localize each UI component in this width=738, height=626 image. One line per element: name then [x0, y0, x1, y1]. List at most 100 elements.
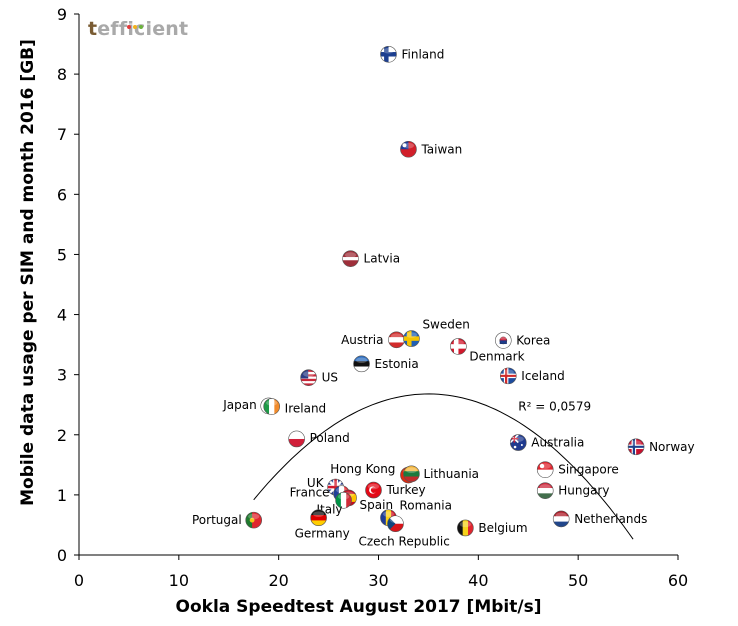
tefficient-logo: tefficient [88, 18, 188, 40]
logo-letter: t [88, 18, 98, 40]
flag-stripe [342, 250, 359, 255]
point-label: Japan [222, 398, 256, 412]
point-label: Sweden [422, 318, 469, 332]
data-point: Finland [380, 45, 444, 63]
flag-gloss [390, 333, 403, 340]
flag-finland [380, 46, 397, 63]
flag-gloss [266, 400, 278, 406]
data-point: Singapore [536, 461, 619, 478]
flag-border [342, 250, 359, 267]
flag-austria [388, 331, 405, 348]
data-point: Taiwan [400, 140, 462, 158]
data-point: Iceland [499, 367, 565, 385]
flag-stripe [505, 367, 508, 384]
flag-border [509, 434, 527, 451]
flag-border [403, 465, 420, 483]
data-point: Sweden [403, 318, 470, 347]
flag-italy [335, 492, 352, 509]
logo-dots [127, 14, 149, 29]
data-point: Turkey [365, 481, 426, 499]
flag-stripe [300, 378, 317, 382]
flag-belgium [457, 519, 474, 536]
point-label: Latvia [364, 252, 401, 266]
flag-gloss [555, 512, 567, 519]
data-point: Portugal [192, 511, 263, 529]
flag-gloss [405, 332, 418, 338]
flag-stripe [288, 430, 305, 440]
point-label: Czech Republic [358, 535, 449, 549]
point-label: Portugal [192, 513, 242, 527]
flag-gloss [382, 511, 395, 517]
flag-gloss [389, 517, 402, 523]
data-point: Denmark [450, 338, 525, 363]
flag-taiwan [400, 141, 417, 158]
flag-stripe [269, 398, 275, 415]
flag-stripe [553, 521, 570, 527]
flag-poland [288, 430, 305, 447]
point-label: Turkey [386, 483, 426, 497]
flag-border [353, 355, 370, 373]
point-label: Ireland [285, 402, 327, 416]
point-label: Iceland [521, 369, 564, 383]
flag-stripe [628, 445, 645, 448]
point-label: Lithuania [423, 467, 479, 481]
point-label: Hong Kong [330, 462, 395, 476]
flag-border [536, 482, 554, 499]
logo-dot-green [139, 25, 143, 29]
flag-gloss [313, 511, 325, 517]
flag-gloss [459, 521, 471, 528]
flag-stripe [263, 398, 270, 415]
flag-stripe [537, 461, 554, 471]
flag-singapore [537, 461, 554, 478]
data-point: Belgium [457, 519, 528, 537]
point-label: Hungary [558, 484, 609, 498]
data-point: Lithuania [403, 465, 479, 483]
flag-stripe [342, 257, 359, 261]
flag-border [494, 332, 512, 349]
x-axis-title: Ookla Speedtest August 2017 [Mbit/s] [176, 597, 542, 617]
point-label: Poland [310, 431, 350, 445]
flag-stripe [387, 515, 404, 524]
axes: 0 1 2 3 4 5 6 7 8 9 0 10 20 30 40 50 60 [57, 5, 688, 590]
point-label: UK [307, 476, 325, 490]
y-tick-label: 7 [57, 125, 67, 144]
logo-dot-yellow [133, 25, 137, 29]
flag-gloss [539, 463, 551, 469]
flag-triangle [387, 515, 396, 532]
x-tick-label: 60 [668, 571, 688, 590]
flag-lithuania [403, 465, 420, 482]
y-tick-label: 1 [57, 486, 67, 505]
y-axis-title: Mobile data usage per SIM and month 2016… [18, 39, 38, 506]
point-label: Finland [401, 47, 444, 61]
flag-border [552, 510, 570, 528]
flag-portugal [245, 512, 262, 529]
data-point: Hungary [536, 482, 609, 499]
r-squared-label: R² = 0,0579 [518, 400, 591, 414]
flag-border [300, 369, 317, 386]
flag-stripe [310, 515, 327, 521]
flag-stripe [553, 516, 570, 523]
flag-gloss [405, 467, 418, 474]
flag-stripe [453, 338, 459, 355]
flag-sphere [249, 517, 255, 523]
point-label: Romania [399, 499, 451, 513]
point-label: Taiwan [420, 142, 462, 156]
flag-stripe [342, 260, 359, 264]
data-point: Germany [295, 509, 350, 541]
flag-gloss [452, 340, 464, 346]
flag-stripe [537, 493, 554, 499]
flag-stripe [380, 509, 387, 526]
flag-stripe [353, 361, 370, 368]
flag-stripe [300, 369, 309, 379]
flag-border [457, 519, 474, 537]
flag-sun [402, 143, 407, 148]
flag-stripe [384, 46, 389, 63]
point-label: Singapore [558, 463, 619, 477]
flag-stripe [553, 510, 570, 517]
flag-netherlands [553, 510, 570, 527]
flag-estonia [353, 355, 370, 372]
point-label: Netherlands [574, 512, 647, 526]
flag-turkey [365, 482, 382, 499]
point-label: Belgium [478, 521, 527, 535]
flag-stripe [346, 492, 352, 509]
